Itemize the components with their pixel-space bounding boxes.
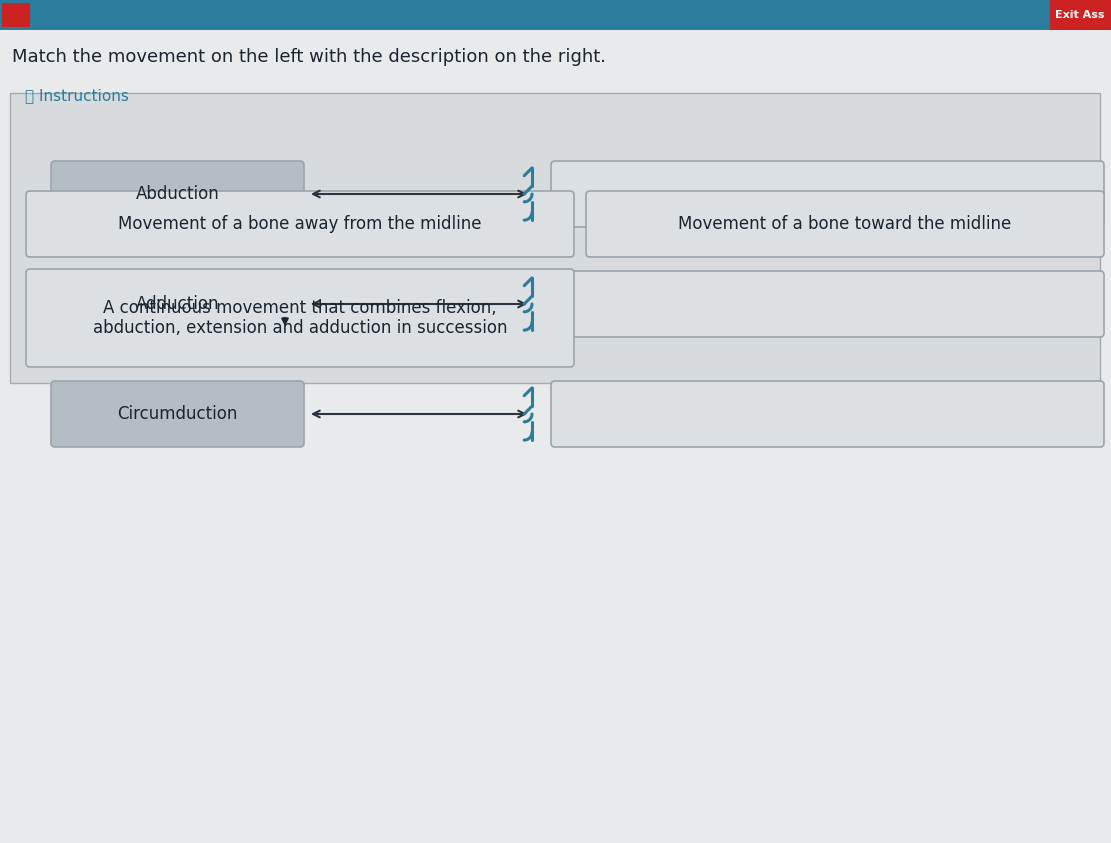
- Text: Movement of a bone away from the midline: Movement of a bone away from the midline: [118, 215, 482, 233]
- FancyBboxPatch shape: [51, 381, 304, 447]
- Text: A continuous movement that combines flexion,
abduction, extension and adduction : A continuous movement that combines flex…: [92, 298, 508, 337]
- FancyBboxPatch shape: [2, 3, 30, 27]
- FancyBboxPatch shape: [551, 381, 1104, 447]
- Text: Circumduction: Circumduction: [118, 405, 238, 423]
- Text: Match the movement on the left with the description on the right.: Match the movement on the left with the …: [12, 48, 605, 66]
- FancyBboxPatch shape: [551, 161, 1104, 227]
- FancyBboxPatch shape: [51, 161, 304, 227]
- FancyBboxPatch shape: [26, 269, 574, 367]
- FancyBboxPatch shape: [10, 93, 1100, 383]
- Text: Adduction: Adduction: [136, 295, 219, 313]
- Text: Movement of a bone toward the midline: Movement of a bone toward the midline: [679, 215, 1012, 233]
- FancyBboxPatch shape: [26, 191, 574, 257]
- FancyBboxPatch shape: [0, 0, 1111, 30]
- Text: ⓘ Instructions: ⓘ Instructions: [26, 88, 129, 103]
- FancyBboxPatch shape: [585, 191, 1104, 257]
- Text: Exit Ass: Exit Ass: [1055, 10, 1104, 20]
- Text: Abduction: Abduction: [136, 185, 219, 203]
- FancyBboxPatch shape: [51, 271, 304, 337]
- FancyBboxPatch shape: [1050, 0, 1111, 30]
- FancyBboxPatch shape: [551, 271, 1104, 337]
